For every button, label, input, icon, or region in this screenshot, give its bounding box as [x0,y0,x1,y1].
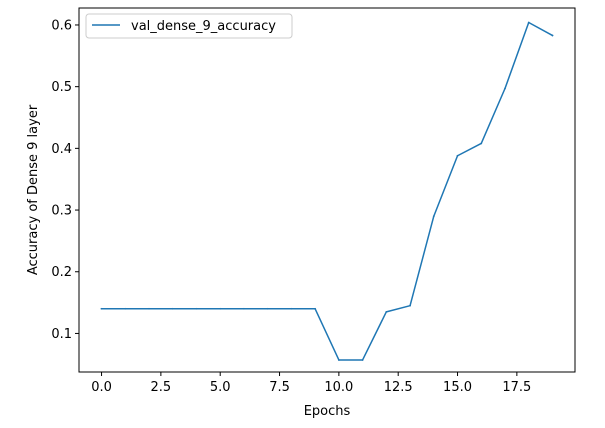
data-point [361,359,364,361]
data-point [148,307,150,310]
data-point [219,307,222,310]
x-tick-label: 2.5 [151,380,172,395]
data-point [124,307,127,310]
data-point [385,310,388,313]
data-point [195,307,198,310]
data-point [409,304,411,307]
y-axis-label: Accuracy of Dense 9 layer [26,104,41,275]
data-point [337,359,340,361]
legend: val_dense_9_accuracy [85,13,293,39]
x-tick-label: 0.0 [91,380,112,395]
series-line-0 [100,21,554,361]
x-tick-label: 5.0 [210,380,231,395]
x-axis-label: Epochs [304,404,351,419]
legend-box [85,13,293,39]
data-point [243,307,245,310]
data-point [527,21,530,24]
plot-area [79,8,575,372]
y-tick-label: 0.4 [51,142,72,157]
y-tick-label: 0.3 [51,204,72,219]
data-point [290,307,293,310]
data-point [456,154,459,157]
x-axis-ticks: 0.0 2.5 5.0 7.5 10.0 12.5 15.0 17.5 [91,372,531,395]
data-point [314,307,317,310]
legend-label: val_dense_9_accuracy [131,19,276,34]
data-point [432,215,435,218]
y-tick-label: 0.5 [51,80,72,95]
data-point [504,87,506,90]
x-tick-label: 17.5 [502,380,531,395]
x-tick-label: 15.0 [443,380,472,395]
y-tick-label: 0.1 [51,327,72,342]
series-layer [100,21,554,361]
y-tick-label: 0.6 [51,18,72,33]
x-tick-label: 10.0 [324,380,353,395]
data-point [100,307,103,310]
data-point [480,142,483,145]
data-point [551,34,554,37]
data-point [266,307,269,310]
y-tick-label: 0.2 [51,265,72,280]
y-axis-ticks: 0.1 0.2 0.3 0.4 0.5 0.6 [51,18,79,342]
x-tick-label: 7.5 [269,380,290,395]
data-point [171,307,174,310]
plot-frame [78,7,576,373]
x-tick-label: 12.5 [384,380,413,395]
